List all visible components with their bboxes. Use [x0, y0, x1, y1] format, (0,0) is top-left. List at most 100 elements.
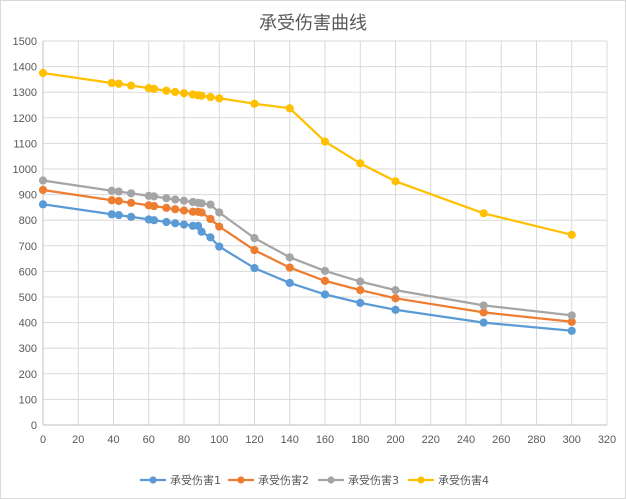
data-point	[285, 263, 294, 272]
y-tick-label: 1000	[13, 164, 37, 176]
y-tick-label: 500	[19, 292, 37, 304]
legend-label: 承受伤害4	[438, 473, 489, 487]
legend-marker	[149, 476, 157, 484]
legend-marker	[237, 476, 245, 484]
y-tick-label: 100	[19, 394, 37, 406]
data-point	[206, 92, 215, 102]
axes: 0100200300400500600700800900100011001200…	[13, 36, 617, 446]
data-point	[250, 246, 259, 255]
data-point	[206, 200, 215, 209]
data-point	[107, 210, 116, 219]
legend-label: 承受伤害1	[170, 473, 221, 487]
gridlines	[43, 40, 608, 425]
legend-marker	[327, 476, 335, 484]
data-point	[162, 203, 171, 213]
y-tick-label: 1500	[13, 36, 37, 48]
data-point	[285, 278, 294, 288]
y-tick-label: 900	[19, 190, 37, 202]
data-point	[320, 276, 330, 285]
legend-item-3: 承受伤害3	[318, 473, 399, 487]
x-tick-label: 40	[107, 434, 119, 446]
x-tick-label: 300	[563, 434, 581, 446]
data-point	[127, 189, 136, 198]
legend-item-2: 承受伤害2	[228, 473, 309, 487]
data-point	[171, 219, 180, 228]
data-point	[149, 84, 159, 93]
data-point	[149, 192, 159, 201]
y-tick-label: 0	[31, 420, 37, 432]
x-tick-label: 60	[143, 434, 155, 446]
data-point	[149, 202, 159, 211]
data-point	[567, 230, 576, 239]
x-tick-label: 160	[316, 434, 334, 446]
data-point	[38, 185, 48, 195]
data-point	[197, 208, 206, 217]
data-point	[391, 177, 400, 186]
data-point	[479, 308, 488, 317]
data-point	[179, 206, 189, 215]
data-point	[391, 285, 400, 295]
data-point	[38, 176, 48, 185]
y-tick-label: 700	[19, 241, 37, 253]
data-point	[479, 301, 488, 310]
series-lines	[38, 68, 576, 335]
data-point	[206, 233, 215, 242]
x-tick-label: 140	[281, 434, 299, 446]
x-tick-label: 240	[457, 434, 475, 446]
x-tick-label: 0	[40, 434, 46, 446]
data-point	[179, 196, 189, 205]
data-point	[162, 194, 171, 203]
data-point	[114, 210, 123, 220]
x-tick-label: 220	[422, 434, 440, 446]
data-point	[127, 198, 136, 207]
data-point	[162, 86, 171, 95]
series-3	[38, 176, 576, 320]
data-point	[206, 214, 215, 224]
series-2	[38, 185, 576, 326]
data-point	[107, 78, 116, 88]
y-tick-label: 1400	[13, 62, 37, 74]
data-point	[215, 208, 224, 217]
x-tick-label: 280	[527, 434, 545, 446]
data-point	[127, 212, 136, 221]
data-point	[107, 196, 116, 205]
series-line	[41, 188, 573, 323]
series-line	[41, 71, 573, 236]
data-point	[356, 298, 365, 307]
data-point	[114, 79, 123, 88]
series-4	[38, 68, 576, 239]
data-point	[179, 220, 189, 229]
data-point	[114, 187, 123, 196]
data-point	[171, 195, 180, 204]
legend-item-1: 承受伤害1	[140, 473, 221, 487]
y-tick-label: 800	[19, 215, 37, 227]
data-point	[38, 200, 48, 209]
x-tick-label: 180	[351, 434, 369, 446]
data-point	[285, 253, 294, 262]
data-point	[114, 196, 123, 206]
data-point	[171, 87, 180, 97]
y-tick-label: 200	[19, 369, 37, 381]
data-point	[179, 89, 189, 98]
y-tick-label: 400	[19, 318, 37, 330]
data-point	[107, 186, 116, 195]
data-point	[320, 137, 330, 146]
data-point	[320, 266, 330, 275]
y-tick-label: 300	[19, 343, 37, 355]
data-point	[391, 294, 400, 303]
x-tick-label: 80	[178, 434, 190, 446]
data-point	[250, 263, 259, 273]
series-1	[38, 200, 576, 335]
data-point	[215, 94, 224, 103]
data-point	[197, 227, 206, 236]
legend-label: 承受伤害3	[348, 473, 399, 487]
data-point	[479, 318, 488, 327]
data-point	[38, 68, 48, 78]
legend-label: 承受伤害2	[258, 473, 309, 487]
data-point	[127, 81, 136, 90]
x-tick-label: 100	[210, 434, 228, 446]
data-point	[250, 234, 259, 243]
y-tick-label: 1300	[13, 87, 37, 99]
data-point	[479, 209, 488, 218]
